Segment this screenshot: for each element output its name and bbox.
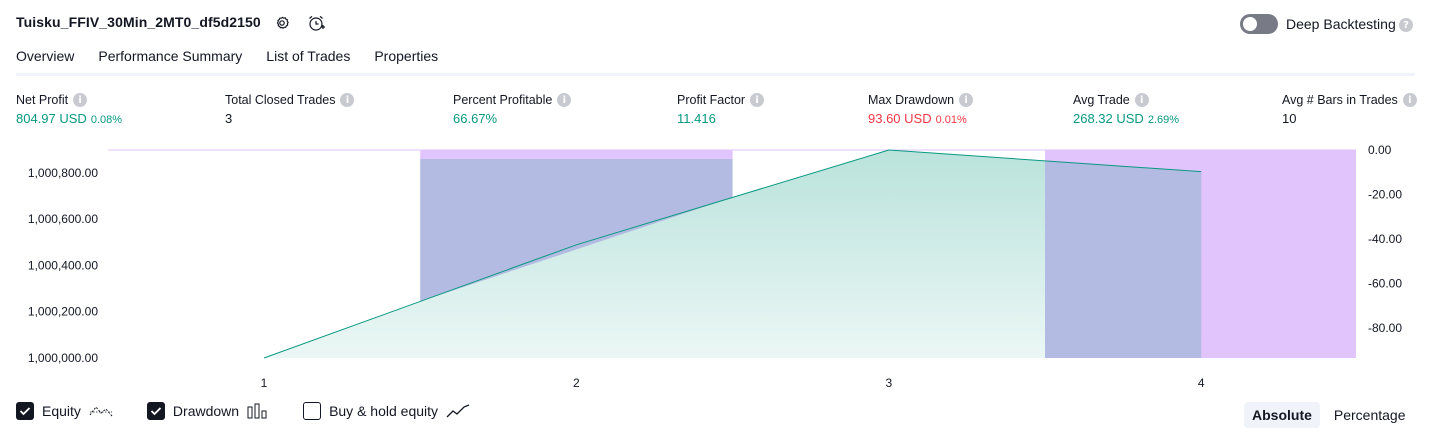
x-tick-label: 1 xyxy=(261,376,268,390)
y-right-tick-label: -20.00 xyxy=(1368,187,1402,201)
info-icon[interactable]: i xyxy=(750,93,765,107)
alarm-clock-plus-icon[interactable] xyxy=(306,13,326,33)
metric-avg-bars-in-trades: Avg # Bars in Trades i 10 xyxy=(1282,93,1417,126)
metric-percent-profitable: Percent Profitable i 66.67% xyxy=(453,93,572,126)
percentage-button[interactable]: Percentage xyxy=(1333,407,1406,423)
drawdown-checkbox[interactable] xyxy=(146,402,165,420)
metric-value: 11.416 xyxy=(677,111,716,126)
scale-toggle: Absolute Percentage xyxy=(1244,402,1414,428)
info-icon[interactable]: i xyxy=(557,93,572,107)
drawdown-overlap xyxy=(420,158,1202,358)
metric-sub: 2.69% xyxy=(1147,114,1180,126)
legend-buy-hold-label: Buy & hold equity xyxy=(329,403,439,419)
drawdown-bars-icon xyxy=(247,403,267,419)
tabs-divider xyxy=(16,73,1415,76)
chart-legend: Equity Drawdown Buy & hold equity xyxy=(16,402,470,420)
metric-label: Percent Profitable xyxy=(453,93,553,107)
tab-list-of-trades[interactable]: List of Trades xyxy=(266,48,351,64)
legend-equity[interactable]: Equity xyxy=(16,402,113,420)
buy-hold-line-icon xyxy=(446,404,470,418)
y-left-tick-label: 1,000,600.00 xyxy=(28,212,98,226)
y-right-tick-label: -60.00 xyxy=(1368,276,1402,290)
tab-overview[interactable]: Overview xyxy=(16,48,75,76)
metric-profit-factor: Profit Factor i 11.416 xyxy=(677,93,765,126)
y-left-tick-label: 1,000,400.00 xyxy=(28,258,98,272)
metric-label: Net Profit xyxy=(16,93,69,107)
metric-sub: 0.08% xyxy=(90,114,123,126)
deep-backtesting-label: Deep Backtesting xyxy=(1286,16,1396,32)
buy-hold-checkbox[interactable] xyxy=(303,402,322,420)
y-right-tick-label: 0.00 xyxy=(1368,143,1392,157)
y-left-tick-label: 1,000,000.00 xyxy=(28,351,98,365)
y-axis-right: 0.00 -20.00 -40.00 -60.00 -80.00 xyxy=(1368,143,1402,335)
metric-value: 10 xyxy=(1282,111,1297,126)
drawdown-overlap-0 xyxy=(420,158,733,302)
legend-drawdown[interactable]: Drawdown xyxy=(146,402,269,420)
equity-drawdown-chart[interactable]: 1,000,000.00 1,000,200.00 1,000,400.00 1,00… xyxy=(0,140,1431,395)
metric-label: Avg # Bars in Trades xyxy=(1282,93,1398,107)
y-right-tick-label: -80.00 xyxy=(1368,321,1402,335)
gear-icon[interactable] xyxy=(272,13,292,33)
metric-label: Profit Factor xyxy=(677,93,746,107)
x-tick-label: 3 xyxy=(885,376,892,390)
metric-label: Total Closed Trades xyxy=(225,93,336,107)
metric-sub: 0.01% xyxy=(935,114,967,126)
x-axis: 1 2 3 4 xyxy=(261,376,1205,390)
info-icon[interactable]: i xyxy=(1402,93,1417,107)
metric-label: Max Drawdown xyxy=(868,93,955,107)
tab-bar: Overview Performance Summary List of Tra… xyxy=(16,48,439,76)
tab-properties[interactable]: Properties xyxy=(374,48,439,64)
legend-drawdown-label: Drawdown xyxy=(172,403,240,419)
metric-value: 66.67% xyxy=(453,111,498,126)
x-tick-label: 2 xyxy=(573,376,580,390)
x-tick-label: 4 xyxy=(1198,376,1205,390)
info-icon[interactable]: i xyxy=(340,93,355,107)
equity-area xyxy=(264,150,1202,358)
drawdown-overlap-1 xyxy=(1045,160,1202,358)
info-icon[interactable]: i xyxy=(1134,93,1149,107)
legend-equity-label: Equity xyxy=(42,403,81,419)
info-icon[interactable]: i xyxy=(73,93,88,107)
toggle-knob xyxy=(1243,17,1257,31)
y-left-tick-label: 1,000,200.00 xyxy=(28,305,98,319)
metric-net-profit: Net Profit i 804.97 USD 0.08% xyxy=(16,93,122,126)
metric-total-closed-trades: Total Closed Trades i 3 xyxy=(225,93,355,126)
metric-label: Avg Trade xyxy=(1073,93,1130,107)
legend-buy-hold[interactable]: Buy & hold equity xyxy=(303,402,470,420)
metric-value: 93.60 USD xyxy=(868,111,932,126)
y-right-tick-label: -40.00 xyxy=(1368,232,1402,246)
metric-max-drawdown: Max Drawdown i 93.60 USD 0.01% xyxy=(868,93,974,126)
metric-avg-trade: Avg Trade i 268.32 USD 2.69% xyxy=(1073,93,1179,126)
help-icon[interactable]: ? xyxy=(1399,18,1413,32)
info-icon[interactable]: i xyxy=(959,93,974,107)
absolute-button[interactable]: Absolute xyxy=(1244,402,1320,428)
tab-performance-summary[interactable]: Performance Summary xyxy=(98,48,243,64)
metric-value: 804.97 USD xyxy=(16,111,87,126)
metric-value: 3 xyxy=(225,111,233,126)
equity-checkbox[interactable] xyxy=(16,402,34,420)
drawdown-bar-0 xyxy=(420,150,733,159)
y-axis-left: 1,000,000.00 1,000,200.00 1,000,400.00 1,00… xyxy=(28,166,98,365)
equity-line-icon xyxy=(89,406,113,417)
y-left-tick-label: 1,000,800.00 xyxy=(28,166,98,180)
equity-line xyxy=(263,149,1202,359)
strategy-title: Tuisku_FFIV_30Min_2MT0_df5d2150 xyxy=(16,14,261,30)
deep-backtesting-toggle[interactable] xyxy=(1240,14,1278,34)
metric-value: 268.32 USD xyxy=(1073,111,1144,126)
